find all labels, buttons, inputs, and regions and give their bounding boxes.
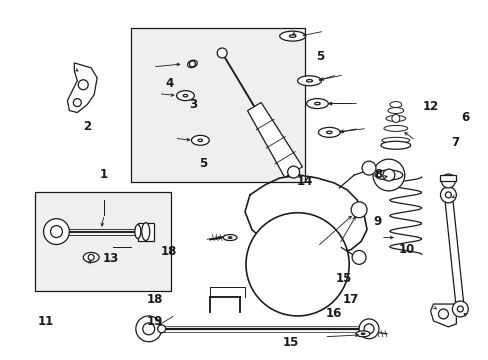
Circle shape — [451, 301, 468, 317]
Text: 14: 14 — [296, 175, 313, 188]
Circle shape — [245, 213, 348, 316]
Text: 5: 5 — [199, 157, 207, 170]
Ellipse shape — [318, 127, 340, 137]
Ellipse shape — [228, 237, 231, 238]
Circle shape — [73, 99, 81, 107]
Ellipse shape — [83, 252, 99, 262]
Ellipse shape — [374, 170, 402, 180]
Ellipse shape — [326, 131, 331, 134]
Circle shape — [43, 219, 69, 244]
Text: 7: 7 — [450, 136, 459, 149]
Ellipse shape — [387, 108, 403, 113]
Circle shape — [189, 61, 195, 67]
Text: 3: 3 — [189, 99, 197, 112]
Circle shape — [157, 325, 165, 333]
Text: 17: 17 — [343, 293, 359, 306]
Ellipse shape — [383, 125, 407, 131]
Circle shape — [351, 251, 366, 264]
Ellipse shape — [306, 80, 312, 82]
Ellipse shape — [355, 331, 369, 337]
Ellipse shape — [187, 60, 197, 68]
Polygon shape — [247, 103, 302, 177]
Circle shape — [50, 226, 62, 238]
Circle shape — [372, 159, 404, 191]
Ellipse shape — [306, 99, 327, 109]
Ellipse shape — [183, 94, 187, 97]
Circle shape — [136, 316, 162, 342]
Ellipse shape — [297, 76, 321, 86]
Text: 11: 11 — [38, 315, 54, 328]
Ellipse shape — [289, 35, 295, 37]
Circle shape — [456, 306, 462, 312]
Text: 13: 13 — [103, 252, 119, 265]
Circle shape — [358, 319, 378, 339]
Ellipse shape — [198, 139, 202, 141]
Ellipse shape — [89, 256, 93, 258]
Text: 19: 19 — [146, 315, 163, 328]
Polygon shape — [444, 194, 463, 309]
Circle shape — [438, 309, 447, 319]
Bar — [138, 223, 153, 240]
Text: 12: 12 — [422, 100, 439, 113]
Text: 9: 9 — [373, 215, 381, 228]
Bar — [35, 192, 170, 291]
Text: 6: 6 — [460, 111, 468, 124]
Circle shape — [364, 324, 373, 334]
Ellipse shape — [279, 31, 305, 41]
Ellipse shape — [361, 333, 364, 334]
Circle shape — [440, 187, 455, 203]
Text: 1: 1 — [100, 168, 108, 181]
Ellipse shape — [135, 225, 141, 239]
Ellipse shape — [385, 116, 405, 121]
Ellipse shape — [381, 137, 409, 143]
Bar — [440, 175, 455, 181]
Circle shape — [391, 114, 399, 122]
Bar — [131, 28, 304, 182]
Circle shape — [142, 323, 154, 335]
Text: 10: 10 — [398, 243, 414, 256]
Text: 15: 15 — [282, 336, 298, 349]
Circle shape — [361, 161, 375, 175]
Circle shape — [445, 192, 450, 198]
Polygon shape — [429, 304, 455, 327]
Text: 5: 5 — [315, 50, 323, 63]
Circle shape — [350, 202, 366, 218]
Ellipse shape — [389, 102, 401, 108]
Ellipse shape — [176, 91, 194, 100]
Text: 15: 15 — [335, 272, 351, 285]
Ellipse shape — [142, 223, 149, 240]
Ellipse shape — [314, 102, 320, 105]
Text: 8: 8 — [373, 168, 381, 181]
Polygon shape — [67, 63, 97, 113]
Text: 4: 4 — [165, 77, 173, 90]
Ellipse shape — [191, 135, 209, 145]
Ellipse shape — [380, 141, 410, 149]
Text: 16: 16 — [325, 307, 342, 320]
Circle shape — [78, 80, 88, 90]
Text: 2: 2 — [82, 120, 91, 133]
Text: 18: 18 — [161, 245, 177, 258]
Circle shape — [441, 174, 454, 188]
Circle shape — [217, 48, 226, 58]
Text: 18: 18 — [146, 293, 163, 306]
Ellipse shape — [223, 235, 237, 240]
Circle shape — [287, 166, 299, 178]
Circle shape — [382, 169, 394, 181]
Circle shape — [88, 255, 94, 260]
